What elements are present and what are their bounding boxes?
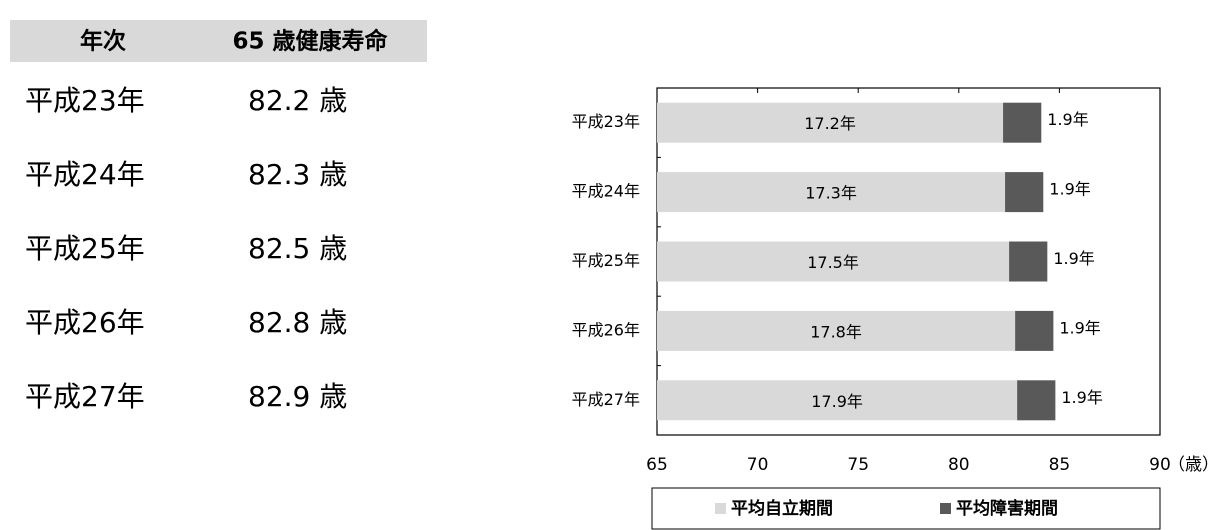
- x-tick-label: 85: [1049, 455, 1071, 475]
- table-cell: 平成25年: [25, 232, 145, 265]
- legend-label: 平均自立期間: [731, 498, 833, 519]
- value-label: 1.9年: [1061, 388, 1102, 407]
- legend-label: 平均障害期間: [956, 498, 1058, 519]
- x-tick-label: 75: [847, 455, 869, 475]
- bar-segment: [657, 241, 1010, 282]
- x-tick-label: 80: [948, 455, 970, 475]
- table-cell: 82.9 歳: [248, 380, 347, 413]
- x-tick-label: 70: [747, 455, 769, 475]
- x-tick-label: 90: [1149, 455, 1171, 475]
- table-cell: 82.5 歳: [248, 232, 347, 265]
- value-label: 17.5年: [807, 253, 859, 272]
- legend-box: [651, 487, 1161, 530]
- table-cell: 平成27年: [25, 380, 145, 413]
- y-tick-label: 平成23年: [572, 112, 640, 131]
- y-tick-label: 平成25年: [572, 251, 640, 270]
- table-cell: 82.3 歳: [248, 158, 347, 191]
- bar-segment: [1003, 102, 1042, 143]
- value-label: 1.9年: [1059, 318, 1100, 337]
- y-tick-label: 平成27年: [572, 390, 640, 409]
- value-label: 1.9年: [1047, 110, 1088, 129]
- table-cell: 82.2 歳: [248, 84, 347, 117]
- value-label: 17.8年: [810, 322, 862, 341]
- bar-segment: [1009, 241, 1048, 282]
- bar-segment: [1015, 310, 1054, 351]
- bar-segment: [657, 310, 1016, 351]
- value-label: 1.9年: [1053, 249, 1094, 268]
- x-tick-label: 65: [646, 455, 668, 475]
- bar-segment: [657, 102, 1004, 143]
- table-cell: 平成26年: [25, 306, 145, 339]
- table-header: 年次: [80, 28, 126, 55]
- table-cell: 82.8 歳: [248, 306, 347, 339]
- table-header: 65 歳健康寿命: [232, 28, 388, 55]
- bar-segment: [657, 380, 1018, 421]
- legend-swatch: [715, 503, 726, 514]
- value-label: 17.9年: [811, 392, 863, 411]
- value-label: 17.3年: [805, 184, 857, 203]
- bar-segment: [657, 172, 1006, 213]
- bar-segment: [1005, 172, 1044, 213]
- bar-segment: [1017, 380, 1056, 421]
- table-cell: 平成24年: [25, 158, 145, 191]
- value-label: 17.2年: [804, 114, 856, 133]
- y-tick-label: 平成24年: [572, 182, 640, 201]
- x-axis-label: （歳）: [1168, 455, 1219, 475]
- value-label: 1.9年: [1049, 180, 1090, 199]
- y-tick-label: 平成26年: [572, 320, 640, 339]
- legend-swatch: [940, 503, 951, 514]
- table-cell: 平成23年: [25, 84, 145, 117]
- table-header-band: [10, 20, 427, 62]
